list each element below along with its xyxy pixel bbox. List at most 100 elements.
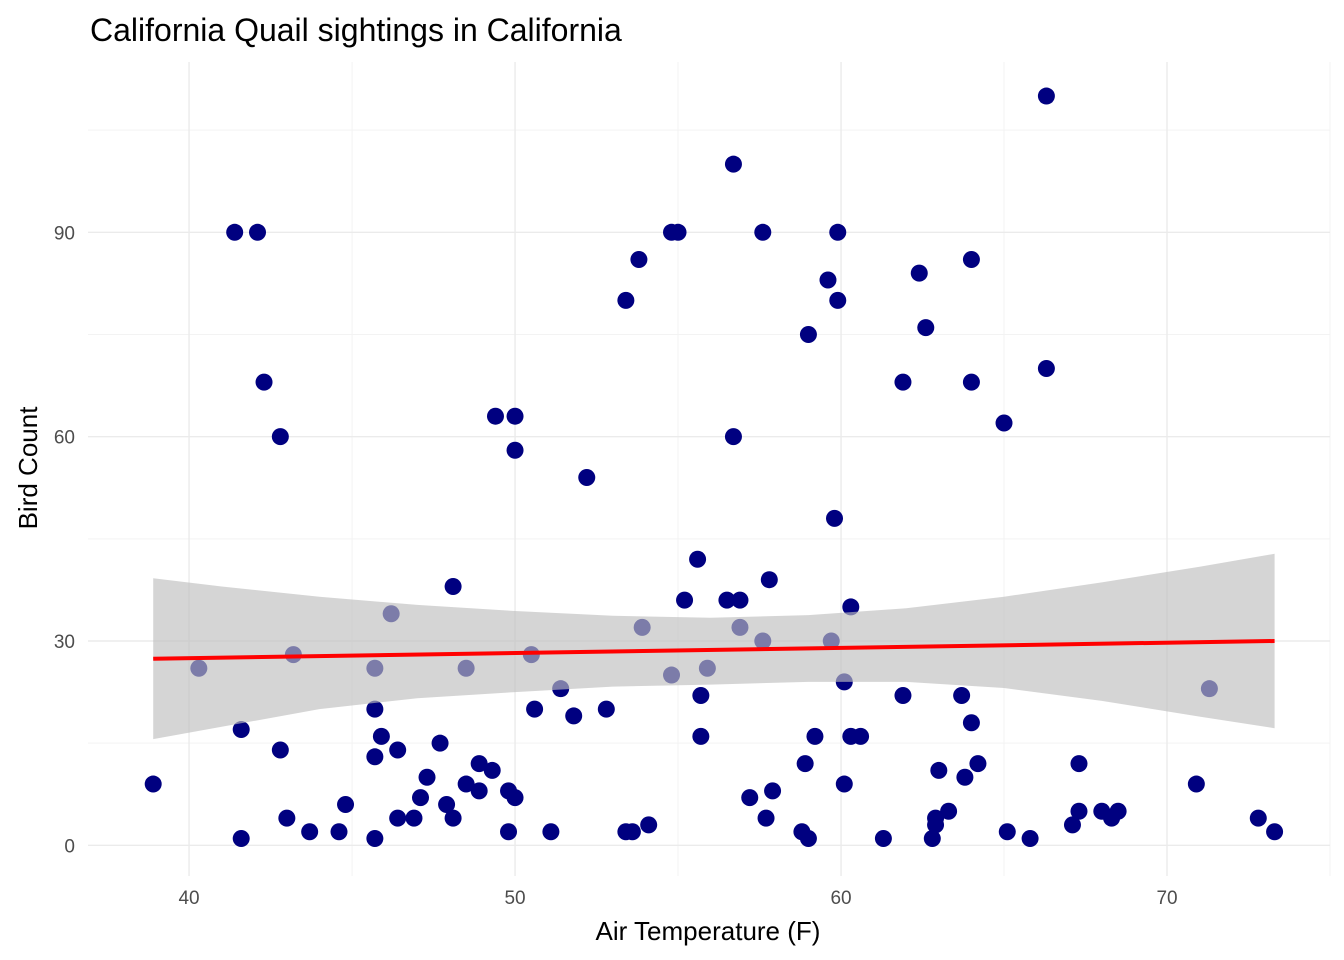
data-point xyxy=(470,782,488,800)
data-point xyxy=(301,823,319,841)
data-point xyxy=(366,830,384,848)
data-point xyxy=(405,809,423,827)
data-point xyxy=(1070,755,1088,773)
data-point xyxy=(578,469,596,487)
data-point xyxy=(255,373,273,391)
data-point xyxy=(597,700,615,718)
chart-title: California Quail sightings in California xyxy=(90,12,622,48)
data-points xyxy=(144,87,1284,848)
x-tick-label: 40 xyxy=(178,888,199,909)
y-tick-label: 30 xyxy=(54,632,75,653)
data-point xyxy=(1021,830,1039,848)
data-point xyxy=(917,319,935,337)
x-tick-label: 50 xyxy=(504,888,525,909)
data-point xyxy=(330,823,348,841)
data-point xyxy=(470,755,488,773)
data-point xyxy=(754,223,772,241)
data-point xyxy=(226,223,244,241)
data-point xyxy=(669,223,687,241)
data-point xyxy=(806,727,824,745)
y-tick-label: 0 xyxy=(64,836,75,857)
data-point xyxy=(389,741,407,759)
data-point xyxy=(271,741,289,759)
data-point xyxy=(998,823,1016,841)
confidence-band xyxy=(153,553,1275,740)
data-point xyxy=(438,795,456,813)
data-point xyxy=(826,509,844,527)
y-tick-label: 90 xyxy=(54,223,75,244)
data-point xyxy=(232,830,250,848)
data-point xyxy=(894,686,912,704)
data-point xyxy=(764,782,782,800)
data-point xyxy=(640,816,658,834)
data-point xyxy=(923,830,941,848)
y-axis-ticks: 0 30 60 90 xyxy=(54,223,75,857)
data-point xyxy=(829,291,847,309)
data-point xyxy=(956,768,974,786)
data-point xyxy=(366,748,384,766)
data-point xyxy=(927,816,945,834)
data-point xyxy=(506,789,524,807)
data-point xyxy=(506,407,524,425)
data-point xyxy=(799,325,817,343)
data-point xyxy=(962,714,980,732)
data-point xyxy=(542,823,560,841)
data-point xyxy=(796,755,814,773)
data-point xyxy=(835,775,853,793)
x-axis-ticks: 40 50 60 70 xyxy=(178,888,1177,909)
data-point xyxy=(526,700,544,718)
data-point xyxy=(444,809,462,827)
data-point xyxy=(506,441,524,459)
data-point xyxy=(1249,809,1267,827)
data-point xyxy=(757,809,775,827)
data-point xyxy=(692,727,710,745)
data-point xyxy=(1037,87,1055,105)
data-point xyxy=(940,802,958,820)
y-axis-label: Bird Count xyxy=(13,406,43,530)
data-point xyxy=(852,727,870,745)
data-point xyxy=(718,591,736,609)
trend-line xyxy=(153,638,1275,661)
data-point xyxy=(1109,802,1127,820)
data-point xyxy=(483,761,501,779)
data-point xyxy=(962,373,980,391)
data-point xyxy=(278,809,296,827)
data-point xyxy=(1266,823,1284,841)
data-point xyxy=(829,223,847,241)
data-point xyxy=(1063,816,1081,834)
data-point xyxy=(500,823,518,841)
data-point xyxy=(1070,802,1088,820)
data-point xyxy=(676,591,694,609)
data-point xyxy=(486,407,504,425)
data-point xyxy=(689,550,707,568)
data-point xyxy=(724,428,742,446)
data-point xyxy=(894,373,912,391)
data-point xyxy=(969,755,987,773)
x-axis-label: Air Temperature (F) xyxy=(596,916,821,946)
data-point xyxy=(953,686,971,704)
data-point xyxy=(337,795,355,813)
data-point xyxy=(444,578,462,596)
data-point xyxy=(271,428,289,446)
data-point xyxy=(623,823,641,841)
data-point xyxy=(731,591,749,609)
data-point xyxy=(1187,775,1205,793)
data-point xyxy=(412,789,430,807)
data-point xyxy=(232,721,250,739)
data-point xyxy=(724,155,742,173)
data-point xyxy=(457,775,475,793)
data-point xyxy=(366,700,384,718)
data-point xyxy=(389,809,407,827)
data-point xyxy=(418,768,436,786)
data-point xyxy=(930,761,948,779)
data-point xyxy=(630,251,648,269)
data-point xyxy=(692,686,710,704)
data-point xyxy=(372,727,390,745)
data-point xyxy=(760,571,778,589)
data-point xyxy=(144,775,162,793)
data-point xyxy=(565,707,583,725)
data-point xyxy=(962,251,980,269)
data-point xyxy=(741,789,759,807)
data-point xyxy=(819,271,837,289)
